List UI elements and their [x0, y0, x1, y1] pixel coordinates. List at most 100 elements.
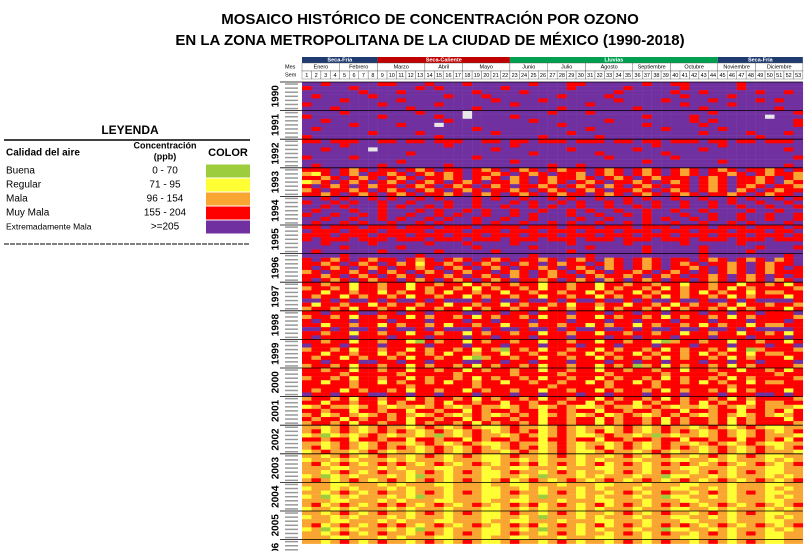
cell — [311, 302, 322, 307]
cell — [736, 363, 747, 369]
cell — [377, 241, 388, 246]
cell — [387, 282, 397, 287]
cell — [500, 143, 511, 148]
cell — [358, 306, 369, 311]
cell — [424, 449, 435, 454]
cell — [472, 392, 482, 397]
cell — [651, 265, 662, 271]
cell — [632, 359, 643, 365]
cell — [368, 318, 378, 324]
cell — [566, 392, 577, 397]
cell — [453, 269, 463, 275]
cell — [632, 114, 643, 119]
cell — [585, 323, 596, 328]
cell — [453, 94, 463, 99]
cell — [632, 241, 643, 246]
cell — [472, 98, 482, 103]
cell — [651, 290, 662, 295]
cell — [519, 347, 529, 352]
cell — [689, 449, 700, 454]
cell — [405, 245, 416, 250]
cell — [424, 261, 435, 267]
cell — [491, 335, 501, 340]
cell — [708, 306, 718, 311]
cell — [717, 445, 728, 450]
cell — [765, 135, 775, 140]
cell — [651, 143, 662, 148]
cell — [585, 351, 596, 356]
cell — [377, 102, 388, 107]
cell — [736, 265, 747, 271]
cell — [320, 372, 331, 377]
cell — [670, 212, 681, 218]
cell — [613, 94, 624, 99]
cell — [642, 180, 652, 185]
cell — [793, 86, 804, 91]
cell — [623, 139, 633, 144]
cell — [349, 220, 359, 226]
cell — [642, 306, 652, 311]
cell — [434, 359, 444, 365]
cell — [746, 408, 756, 414]
cell — [623, 290, 633, 295]
cell — [453, 184, 463, 189]
cell — [387, 421, 397, 426]
cell — [330, 192, 340, 197]
cell — [320, 392, 331, 397]
cell — [727, 245, 737, 250]
cell — [698, 237, 709, 242]
cell — [746, 412, 756, 418]
cell — [594, 323, 605, 328]
cell — [481, 282, 492, 287]
cell — [755, 445, 766, 450]
cell — [472, 167, 482, 173]
cell — [330, 384, 340, 389]
cell — [387, 233, 397, 238]
cell — [670, 151, 681, 156]
cell — [528, 355, 539, 361]
cell — [557, 212, 567, 218]
cell — [783, 184, 794, 189]
cell — [349, 343, 359, 348]
cell — [585, 257, 596, 262]
cell — [680, 102, 690, 107]
cell — [339, 363, 350, 369]
cell — [774, 372, 785, 377]
cell — [330, 82, 340, 87]
cell — [774, 412, 785, 418]
cell — [330, 318, 340, 324]
cell — [642, 131, 652, 136]
cell — [746, 212, 756, 218]
cell — [604, 355, 615, 361]
cell — [377, 126, 388, 132]
cell — [415, 298, 426, 303]
cell — [443, 318, 454, 324]
cell — [405, 175, 416, 181]
cell — [708, 184, 718, 189]
cell — [604, 90, 615, 95]
cell — [680, 233, 690, 238]
cell — [377, 396, 388, 401]
cell — [358, 212, 369, 218]
cell — [330, 376, 340, 381]
cell — [462, 110, 473, 115]
cell — [689, 102, 700, 107]
cell — [424, 98, 435, 103]
cell — [661, 265, 671, 271]
cell — [519, 106, 529, 111]
cell — [509, 339, 520, 344]
cell — [368, 343, 378, 348]
cell — [594, 249, 605, 254]
cell — [330, 257, 340, 262]
cell — [368, 171, 378, 177]
cell — [689, 351, 700, 356]
cell — [387, 159, 397, 164]
cell — [349, 237, 359, 242]
cell — [500, 306, 511, 311]
cell — [405, 302, 416, 307]
cell — [594, 159, 605, 164]
cell — [491, 241, 501, 246]
cell — [462, 282, 473, 287]
cell — [424, 347, 435, 352]
cell — [519, 269, 529, 275]
